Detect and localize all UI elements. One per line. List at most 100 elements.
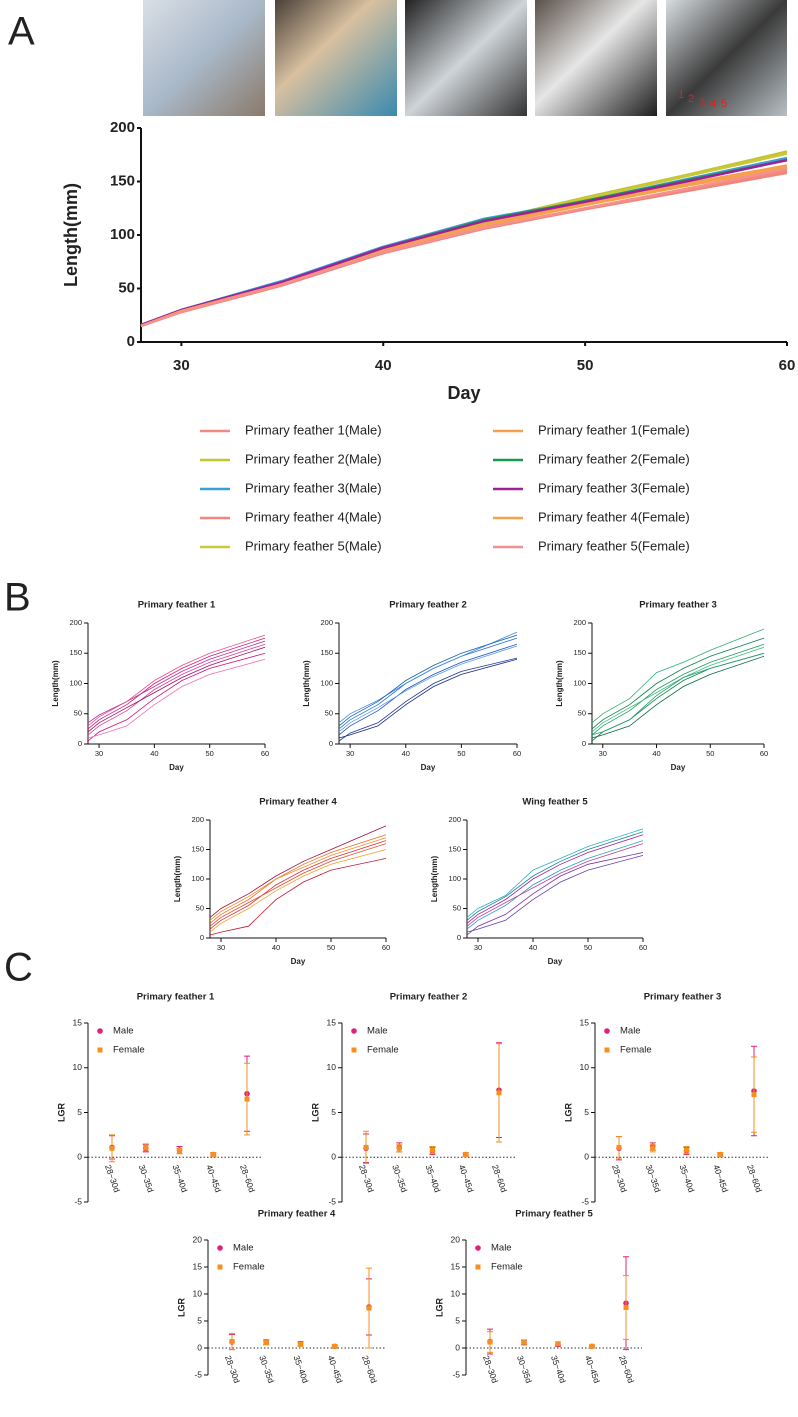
- point: [463, 1152, 469, 1158]
- point: [177, 1148, 182, 1154]
- photo-label: 4: [710, 98, 716, 110]
- legend-marker: [351, 1028, 357, 1034]
- x-tick-label: 40~45d: [457, 1163, 476, 1194]
- series-line: [140, 171, 788, 328]
- y-tick-label: 50: [74, 709, 82, 718]
- point: [244, 1096, 250, 1102]
- series-line: [591, 637, 765, 730]
- x-tick-label: 28~30d: [357, 1163, 376, 1194]
- series-line: [87, 646, 266, 733]
- y-tick-label: 50: [578, 709, 586, 718]
- photo-label: 5: [721, 98, 727, 110]
- x-tick-label: 50: [577, 357, 594, 374]
- legend-label: Female: [113, 1045, 145, 1056]
- series-line: [591, 646, 765, 733]
- x-tick-label: 28~60d: [360, 1354, 379, 1385]
- y-tick-label: 150: [110, 172, 135, 189]
- x-tick-label: 60: [639, 943, 647, 952]
- x-tick-label: 28~30d: [481, 1354, 500, 1385]
- legend-label: Male: [367, 1026, 388, 1037]
- y-tick-label: 15: [327, 1017, 337, 1027]
- y-tick-label: 200: [573, 618, 586, 627]
- legend-label: Female: [233, 1262, 265, 1273]
- series-line: [209, 849, 387, 933]
- legend-marker: [351, 1047, 357, 1053]
- point: [210, 1152, 216, 1158]
- y-tick-label: 5: [455, 1315, 460, 1325]
- x-tick-label: 28~60d: [745, 1163, 764, 1194]
- x-tick-label: 40: [375, 357, 392, 374]
- x-tick-label: 28~30d: [610, 1163, 629, 1194]
- x-tick-label: 30~35d: [390, 1163, 409, 1194]
- legend-marker: [475, 1245, 481, 1251]
- x-tick-label: 40~45d: [204, 1163, 223, 1194]
- chart-title: Primary feather 2: [389, 600, 467, 611]
- y-tick-label: 100: [110, 226, 135, 243]
- x-tick-label: 28~60d: [617, 1354, 636, 1385]
- point: [396, 1145, 402, 1151]
- y-tick-label: 0: [78, 739, 82, 748]
- y-tick-label: 150: [448, 844, 461, 853]
- point: [430, 1147, 435, 1153]
- legend-label: Female: [491, 1262, 523, 1273]
- photo-label: 3: [699, 97, 705, 109]
- point: [589, 1343, 595, 1349]
- point: [298, 1341, 303, 1347]
- y-axis-label: Length(mm): [173, 856, 182, 903]
- series-line: [591, 655, 765, 739]
- y-tick-label: 150: [573, 648, 586, 657]
- y-tick-label: 0: [331, 1152, 336, 1162]
- series-line: [87, 634, 266, 727]
- y-tick-label: -5: [452, 1369, 460, 1379]
- x-tick-label: 50: [206, 749, 214, 758]
- y-axis-label: Length(mm): [302, 660, 311, 707]
- legend-label: Primary feather 5(Female): [538, 538, 690, 553]
- y-tick-label: 15: [193, 1261, 203, 1271]
- point: [366, 1305, 372, 1311]
- point: [496, 1090, 502, 1096]
- point: [143, 1144, 149, 1150]
- x-tick-label: 50: [706, 749, 714, 758]
- panel-label: B: [4, 576, 31, 620]
- x-tick-label: 30: [474, 943, 482, 952]
- photo: [405, 0, 527, 116]
- chart-title: Primary feather 3: [639, 600, 717, 611]
- chart-title: Primary feather 3: [644, 992, 722, 1003]
- y-tick-label: 10: [327, 1062, 337, 1072]
- y-tick-label: 150: [191, 844, 204, 853]
- chart-title: Primary feather 4: [259, 797, 337, 808]
- series-line: [87, 640, 266, 724]
- y-tick-label: 20: [451, 1234, 461, 1244]
- y-tick-label: 200: [320, 618, 333, 627]
- point: [751, 1092, 757, 1098]
- x-tick-label: 35~40d: [424, 1163, 443, 1194]
- point: [650, 1145, 656, 1151]
- legend-label: Male: [233, 1243, 254, 1254]
- y-axis-label: Length(mm): [61, 183, 81, 287]
- x-tick-label: 40~45d: [583, 1354, 602, 1385]
- series-line: [87, 658, 266, 739]
- x-axis-label: Day: [291, 957, 306, 966]
- y-axis-label: LGR: [434, 1298, 444, 1317]
- x-tick-label: 30: [346, 749, 354, 758]
- y-tick-label: 200: [448, 815, 461, 824]
- point: [263, 1340, 269, 1346]
- series-line: [338, 658, 518, 739]
- series-line: [209, 837, 387, 921]
- point: [487, 1339, 493, 1345]
- chart-title: Primary feather 1: [138, 600, 216, 611]
- legend-marker: [475, 1264, 481, 1270]
- photo: [143, 0, 265, 116]
- y-tick-label: 200: [110, 119, 135, 136]
- y-tick-label: 5: [77, 1107, 82, 1117]
- x-tick-label: 30: [599, 749, 607, 758]
- y-tick-label: 5: [197, 1315, 202, 1325]
- legend-label: Primary feather 3(Male): [245, 480, 382, 495]
- y-tick-label: 10: [451, 1288, 461, 1298]
- series-line: [140, 169, 788, 328]
- series-line: [591, 652, 765, 736]
- y-tick-label: 50: [453, 903, 461, 912]
- series-line: [338, 637, 518, 730]
- legend-marker: [97, 1047, 103, 1053]
